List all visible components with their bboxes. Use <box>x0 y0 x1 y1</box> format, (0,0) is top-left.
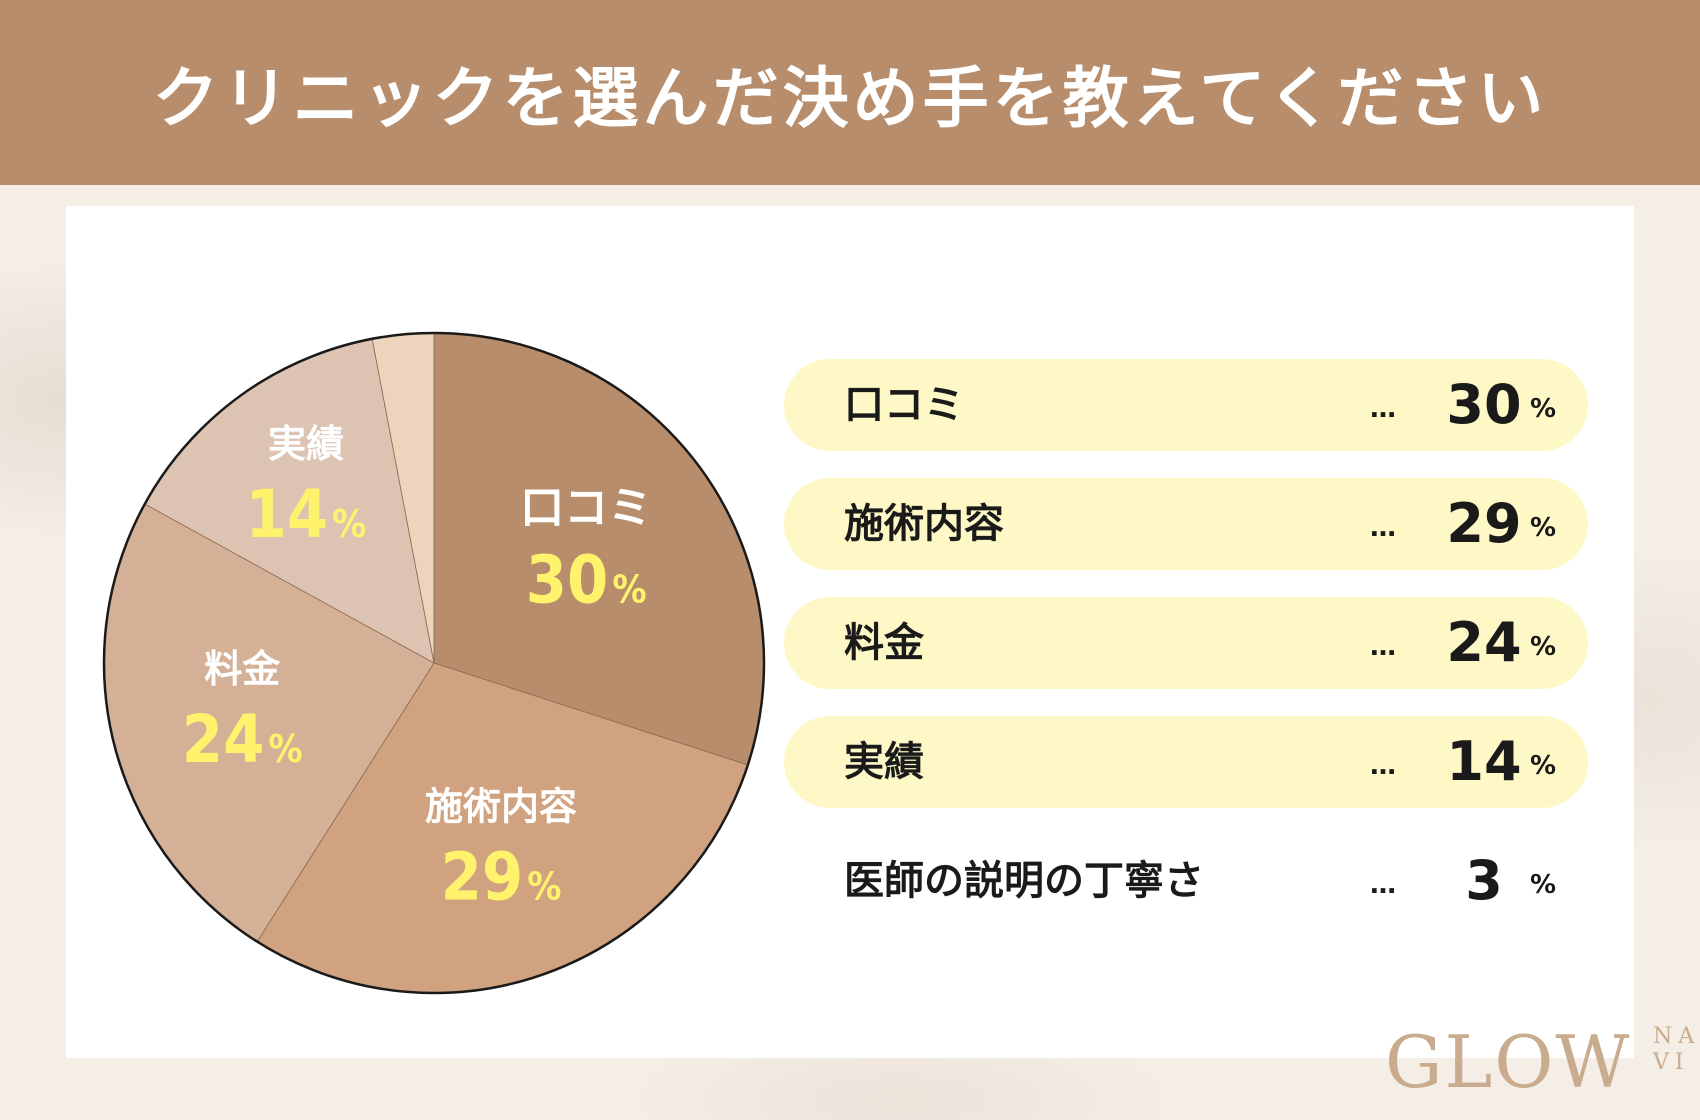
legend-dots: … <box>1370 394 1396 424</box>
legend-label: 施術内容 <box>844 501 1004 547</box>
pie-label-name: 料金 <box>204 647 281 691</box>
page-title: クリニックを選んだ決め手を教えてください <box>152 59 1548 137</box>
logo-sub-text: NA VI <box>1653 1024 1700 1076</box>
legend-percent-sign: % <box>1530 870 1557 900</box>
pie-chart: 口コミ 30 % 施術内容 29 % 料金 24 % 実績 14% <box>102 331 766 995</box>
legend-row: 料金 … 24 % <box>784 597 1588 689</box>
legend-dots: … <box>1370 870 1396 900</box>
legend-dots: … <box>1370 751 1396 781</box>
legend-row: 医師の説明の丁寧さ … 3 % <box>784 835 1588 927</box>
legend-percent-sign: % <box>1530 394 1557 424</box>
legend-value: 3 <box>1465 849 1503 912</box>
legend-percent-sign: % <box>1530 513 1557 543</box>
legend-row: 施術内容 … 29 % <box>784 478 1588 570</box>
legend-row: 口コミ … 30 % <box>784 359 1588 451</box>
legend-label: 料金 <box>844 620 924 666</box>
pie-label-value: 24% <box>182 701 303 778</box>
pie-outline <box>102 331 766 995</box>
logo-sub-bottom: VI <box>1653 1050 1690 1075</box>
legend-value: 24 <box>1446 611 1522 674</box>
legend-dots: … <box>1370 632 1396 662</box>
logo-main-text: GLOW <box>1385 1020 1632 1104</box>
legend-value: 30 <box>1446 373 1522 436</box>
pie-label-value: 29% <box>441 838 562 915</box>
pie-label-name: 実績 <box>268 422 344 466</box>
title-banner: クリニックを選んだ決め手を教えてください <box>0 0 1700 185</box>
legend-label: 医師の説明の丁寧さ <box>844 858 1204 904</box>
legend-value: 29 <box>1446 492 1522 555</box>
legend-label: 実績 <box>844 739 924 785</box>
legend-row: 実績 … 14 % <box>784 716 1588 808</box>
legend-value: 14 <box>1446 730 1522 793</box>
legend: 口コミ … 30 % 施術内容 … 29 % 料金 … 24 % 実績 … 14… <box>784 359 1588 954</box>
legend-label: 口コミ <box>844 382 964 428</box>
legend-percent-sign: % <box>1530 751 1557 781</box>
pie-label-value: 30% <box>526 541 647 618</box>
legend-dots: … <box>1370 513 1396 543</box>
glow-navi-logo: GLOW NA VI <box>1385 1020 1694 1104</box>
legend-percent-sign: % <box>1530 632 1557 662</box>
pie-label-name: 施術内容 <box>425 784 577 828</box>
pie-label-value: 14% <box>246 476 367 553</box>
pie-label-name: 口コミ <box>520 482 652 533</box>
logo-sub-top: NA <box>1653 1024 1700 1049</box>
